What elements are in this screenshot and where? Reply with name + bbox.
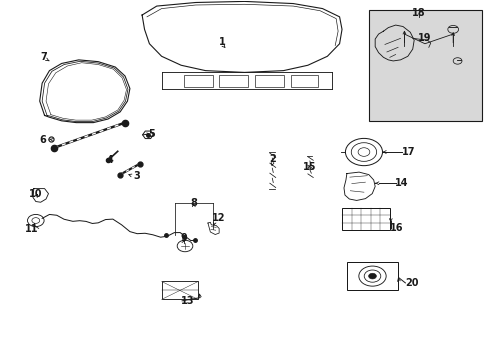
Text: 7: 7 (40, 52, 47, 62)
Text: 16: 16 (389, 224, 403, 233)
Bar (219, 75, 248, 87)
Bar (341, 208, 389, 230)
Bar (368, 10, 482, 121)
Text: 18: 18 (411, 8, 425, 18)
Text: 3: 3 (133, 171, 140, 181)
Text: 13: 13 (181, 296, 194, 306)
Text: 9: 9 (180, 233, 187, 243)
Text: 17: 17 (401, 147, 414, 157)
Text: 5: 5 (148, 130, 154, 139)
Text: 8: 8 (190, 198, 197, 208)
Text: 10: 10 (29, 189, 42, 199)
Text: 1: 1 (219, 37, 225, 47)
Text: 4: 4 (107, 155, 114, 165)
Text: 20: 20 (405, 278, 418, 288)
Text: 14: 14 (394, 178, 407, 188)
Bar (346, 262, 397, 291)
Text: 2: 2 (269, 154, 276, 164)
Bar (290, 75, 317, 87)
Bar (183, 75, 212, 87)
Text: 15: 15 (302, 162, 315, 172)
Bar (161, 282, 198, 300)
Circle shape (368, 273, 376, 279)
Text: 6: 6 (40, 135, 46, 145)
Text: 11: 11 (24, 225, 38, 234)
Text: 19: 19 (417, 33, 431, 43)
Text: 12: 12 (211, 213, 225, 223)
Bar (255, 75, 284, 87)
